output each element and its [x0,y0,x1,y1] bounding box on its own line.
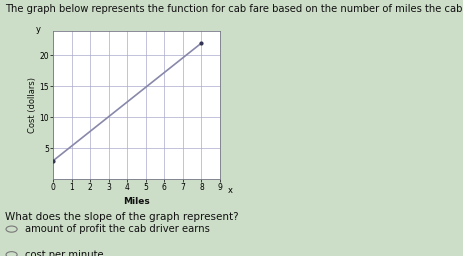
Text: cost per minute: cost per minute [25,250,104,256]
Y-axis label: Cost (dollars): Cost (dollars) [28,77,37,133]
Text: Miles: Miles [123,197,150,206]
Text: x: x [227,186,232,195]
Text: amount of profit the cab driver earns: amount of profit the cab driver earns [25,224,210,234]
Text: The graph below represents the function for cab fare based on the number of mile: The graph below represents the function … [5,4,463,14]
Text: y: y [36,25,41,34]
Text: What does the slope of the graph represent?: What does the slope of the graph represe… [5,212,238,222]
